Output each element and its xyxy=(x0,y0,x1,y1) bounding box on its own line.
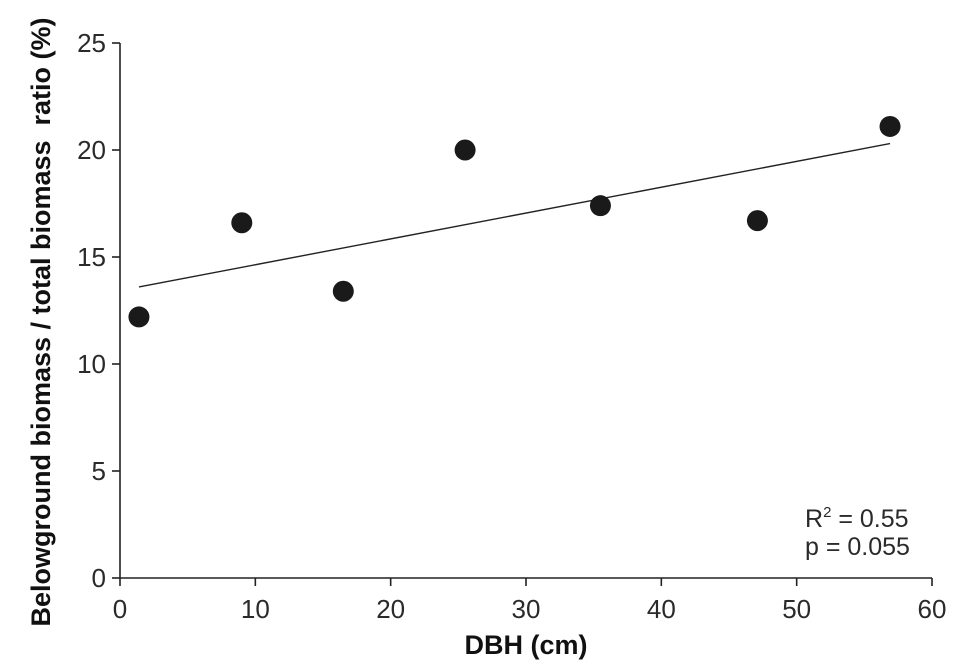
x-tick-label: 30 xyxy=(512,594,541,624)
x-tick-label: 40 xyxy=(647,594,676,624)
x-tick-label: 0 xyxy=(113,594,127,624)
y-tick-label: 25 xyxy=(77,28,106,58)
data-point-6 xyxy=(746,210,768,232)
r-squared-prefix: R xyxy=(805,505,823,533)
y-tick-label: 15 xyxy=(77,242,106,272)
axes xyxy=(119,43,932,579)
y-tick-label: 0 xyxy=(92,563,106,593)
x-tick-label: 50 xyxy=(782,594,811,624)
x-axis-title: DBH (cm) xyxy=(464,630,587,660)
p-value-annotation: p = 0.055 xyxy=(805,533,910,561)
x-ticks: 0 10 20 30 40 50 60 xyxy=(113,578,947,624)
x-tick-label: 60 xyxy=(918,594,947,624)
y-tick-label: 20 xyxy=(77,135,106,165)
data-point-3 xyxy=(332,280,354,302)
data-point-4 xyxy=(454,139,476,161)
data-point-5 xyxy=(589,195,611,217)
y-tick-label: 10 xyxy=(77,349,106,379)
r-squared-annotation: R2 = 0.55 xyxy=(805,504,909,533)
r-squared-value: = 0.55 xyxy=(831,505,908,533)
y-ticks: 0 5 10 15 20 25 xyxy=(77,28,120,593)
data-point-7 xyxy=(879,115,901,137)
y-tick-label: 5 xyxy=(92,456,106,486)
data-point-1 xyxy=(128,306,150,328)
data-point-2 xyxy=(231,212,253,234)
data-points xyxy=(128,115,901,328)
x-tick-label: 20 xyxy=(376,594,405,624)
x-tick-label: 10 xyxy=(241,594,270,624)
y-axis-title: Belowground biomass / total biomass rati… xyxy=(26,17,56,626)
r-squared-superscript: 2 xyxy=(823,504,831,521)
trend-line xyxy=(138,142,891,288)
